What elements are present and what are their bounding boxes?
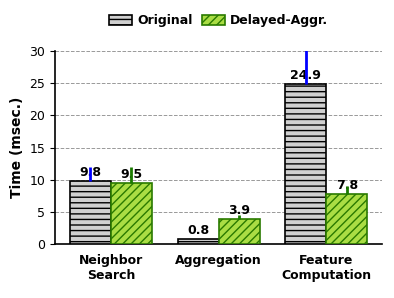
Bar: [178, 239, 219, 244]
Bar: [285, 84, 326, 244]
Bar: [111, 183, 152, 244]
Text: 24.9: 24.9: [290, 69, 322, 82]
Text: 3.9: 3.9: [228, 204, 250, 217]
Bar: [219, 219, 260, 244]
Y-axis label: Time (msec.): Time (msec.): [10, 97, 24, 198]
Text: 0.8: 0.8: [187, 224, 209, 237]
Bar: [70, 181, 111, 244]
Bar: [326, 194, 367, 244]
Text: 7.8: 7.8: [336, 179, 358, 192]
Legend: Original, Delayed-Aggr.: Original, Delayed-Aggr.: [110, 14, 328, 27]
Text: 9.5: 9.5: [120, 168, 143, 181]
Text: 9.8: 9.8: [80, 166, 102, 179]
